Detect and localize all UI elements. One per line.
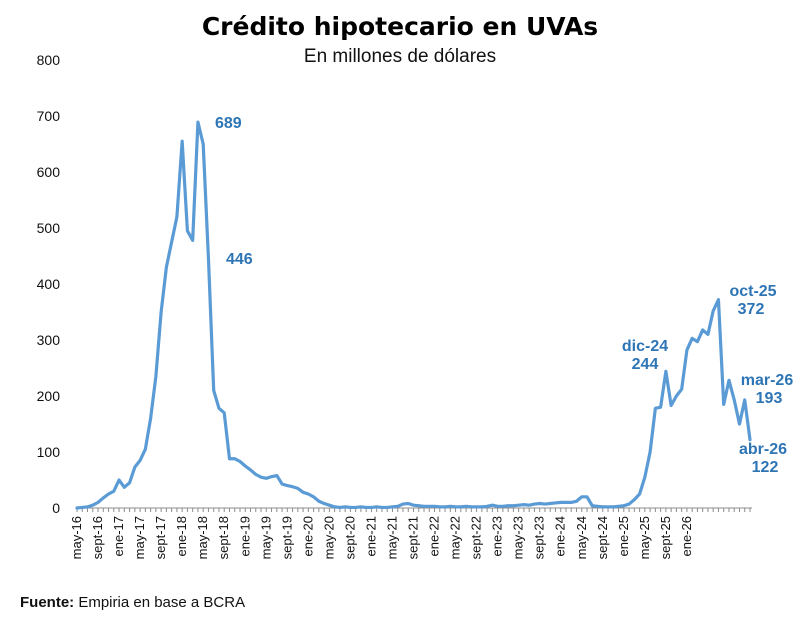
x-tick-label: may-23 [511, 516, 526, 559]
y-tick-label: 200 [37, 388, 61, 404]
x-tick-label: ene-21 [363, 516, 378, 556]
annotation-value-label: 122 [752, 459, 779, 476]
x-tick-label: may-24 [574, 516, 589, 559]
annotation-date-label: abr-26 [739, 441, 787, 458]
y-tick-label: 700 [37, 108, 61, 124]
y-tick-label: 300 [37, 332, 61, 348]
x-tick-label: sept-17 [153, 516, 168, 559]
x-tick-label: ene-25 [616, 516, 631, 556]
x-tick-label: may-21 [384, 516, 399, 559]
x-tick-label: ene-23 [490, 516, 505, 556]
x-tick-label: may-16 [69, 516, 84, 559]
x-tick-label: ene-17 [111, 516, 126, 556]
y-axis: 0 100 200 300 400 500 600 700 800 [37, 52, 61, 516]
x-tick-label: sept-21 [406, 516, 421, 559]
x-tick-label: may-25 [637, 516, 652, 559]
annotation-value-label: 372 [738, 301, 765, 318]
chart-subtitle: En millones de dólares [303, 46, 497, 67]
series-layer [75, 120, 752, 510]
x-tick-label: sept-25 [658, 516, 673, 559]
y-tick-label: 400 [37, 276, 61, 292]
x-tick-label: sept-23 [532, 516, 547, 559]
x-tick-label: may-22 [448, 516, 463, 559]
x-tick-label: ene-19 [237, 516, 252, 556]
x-tick-label: may-19 [258, 516, 273, 559]
x-tick-label: ene-20 [300, 516, 315, 556]
y-tick-label: 800 [37, 52, 61, 68]
series-line [75, 120, 752, 510]
y-tick-label: 100 [37, 444, 61, 460]
x-tick-label: sept-20 [342, 516, 357, 559]
y-tick-label: 0 [52, 500, 60, 516]
annotation-value-label: 689 [215, 115, 242, 132]
x-tick-label: ene-24 [553, 516, 568, 556]
annotation-value-label: 446 [226, 251, 253, 268]
x-tick-label: ene-18 [174, 516, 189, 556]
annotation-value-label: 244 [632, 356, 659, 373]
source-label: Fuente: [20, 594, 75, 611]
x-tick-label: ene-22 [427, 516, 442, 556]
y-tick-label: 600 [37, 164, 61, 180]
x-tick-label: ene-26 [679, 516, 694, 556]
x-tick-label: sept-24 [595, 516, 610, 559]
x-axis: may-16 sept-16 ene-17 may-17 sept-17 ene-18 ma… [69, 507, 752, 559]
x-tick-label: may-18 [195, 516, 210, 559]
source-text: Empiria en base a BCRA [74, 594, 246, 611]
x-tick-label: may-20 [321, 516, 336, 559]
y-tick-label: 500 [37, 220, 61, 236]
x-tick-label: sept-22 [469, 516, 484, 559]
x-tick-label: may-17 [132, 516, 147, 559]
annotation-date-label: dic-24 [622, 338, 668, 355]
annotation-date-label: mar-26 [741, 372, 794, 389]
source-note: Fuente: Empiria en base a BCRA [20, 594, 245, 611]
chart-title: Crédito hipotecario en UVAs [201, 12, 599, 41]
annotation-value-label: 193 [756, 390, 783, 407]
x-tick-label: sept-18 [216, 516, 231, 559]
x-tick-label: sept-19 [279, 516, 294, 559]
annotation-date-label: oct-25 [729, 283, 776, 300]
x-tick-label: sept-16 [90, 516, 105, 559]
